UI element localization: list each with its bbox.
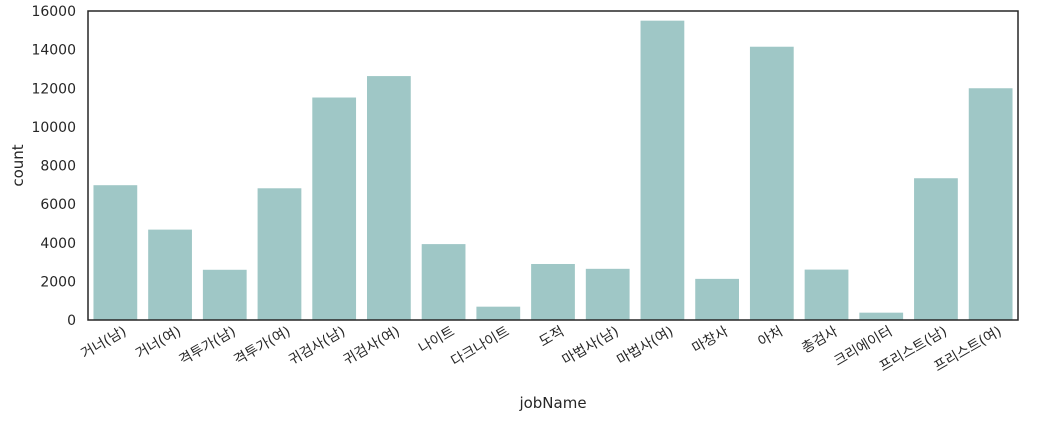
x-tick-label-9: 마법사(남) — [560, 324, 622, 369]
bar-6 — [421, 244, 466, 320]
x-tick-label-5: 귀검사(여) — [341, 324, 403, 369]
x-tick-label-1: 거너(여) — [133, 324, 184, 363]
bar-8 — [531, 263, 575, 320]
y-tick-label-8: 16000 — [31, 4, 76, 20]
plot-frame — [87, 10, 1019, 321]
x-axis-label: jobName — [518, 394, 586, 412]
y-tick-label-3: 6000 — [40, 197, 76, 213]
bar-11 — [695, 278, 739, 320]
bar-15 — [914, 178, 958, 320]
x-tick-label-8: 도적 — [537, 324, 567, 351]
bar-0 — [93, 185, 138, 320]
y-axis-ticks: 0 2000 4000 6000 8000 10000 12000 14000 16000 — [31, 4, 76, 329]
y-tick-label-0: 0 — [67, 313, 76, 329]
x-tick-label-13: 총검사 — [799, 324, 841, 357]
bar-9 — [585, 268, 630, 320]
x-axis-ticks: 거너(남) 거너(여)격투가(남)격투가(여)귀검사(남)귀검사(여) 나이트다크나… — [78, 324, 1004, 376]
x-tick-label-3: 격투가(여) — [231, 324, 293, 369]
x-tick-label-0: 거너(남) — [78, 324, 129, 363]
bar-7 — [476, 306, 521, 320]
bar-14 — [859, 312, 904, 320]
bar-10 — [640, 20, 685, 320]
bar-12 — [749, 46, 794, 321]
y-tick-label-7: 14000 — [31, 43, 76, 59]
x-tick-label-11: 마창사 — [690, 324, 732, 357]
bar-16 — [968, 88, 1013, 320]
x-tick-label-6: 나이트 — [416, 324, 458, 357]
x-tick-label-2: 격투가(남) — [177, 324, 239, 369]
x-tick-label-10: 마법사(여) — [614, 324, 676, 369]
bar-2 — [202, 269, 247, 320]
x-tick-label-7: 다크나이트 — [449, 324, 513, 370]
x-tick-label-4: 귀검사(남) — [286, 324, 348, 369]
x-tick-label-12: 아처 — [756, 324, 786, 351]
bar-4 — [312, 97, 357, 321]
bars — [93, 20, 1013, 321]
bar-3 — [257, 188, 302, 320]
y-tick-label-2: 4000 — [40, 236, 76, 252]
bar-1 — [148, 229, 192, 320]
y-tick-label-1: 2000 — [40, 274, 76, 290]
y-axis-label: count — [9, 144, 27, 186]
y-tick-label-4: 8000 — [40, 159, 76, 175]
bar-13 — [804, 269, 849, 320]
y-tick-label-6: 12000 — [31, 81, 76, 97]
y-tick-label-5: 10000 — [31, 120, 76, 136]
bar-5 — [367, 76, 411, 320]
